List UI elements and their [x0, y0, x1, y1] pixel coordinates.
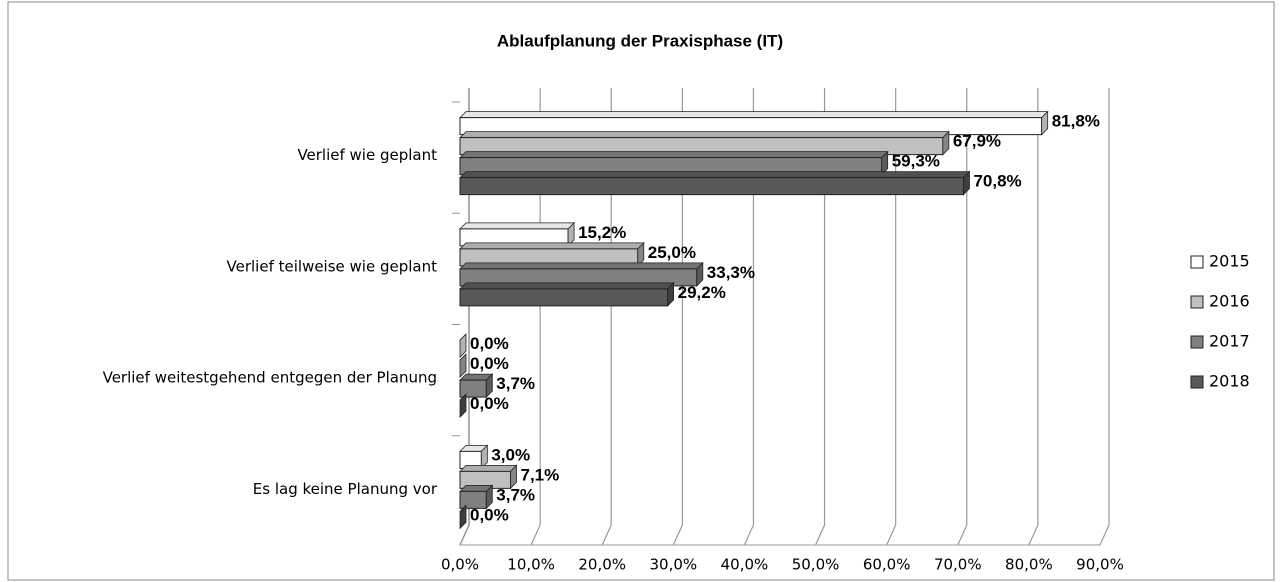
data-label: 15,2% — [578, 223, 626, 242]
bar-top — [459, 131, 950, 139]
data-label: 7,1% — [520, 465, 559, 484]
bar-side — [567, 221, 575, 247]
data-label: 81,8% — [1052, 112, 1100, 131]
bar-side — [459, 393, 467, 419]
data-label: 33,3% — [707, 263, 755, 282]
data-label: 0,0% — [470, 505, 509, 524]
bar-top — [459, 242, 645, 250]
grid-line — [672, 88, 683, 546]
bar-side — [881, 150, 889, 176]
x-tick-label: 0,0% — [441, 556, 479, 574]
bar-side — [510, 464, 517, 490]
legend-label: 2018 — [1209, 372, 1250, 391]
bar-side — [963, 170, 970, 196]
x-tick-label: 60,0% — [863, 556, 911, 574]
bar-top — [459, 282, 675, 290]
bar-side — [942, 130, 950, 156]
legend-label: 2017 — [1209, 332, 1250, 351]
grid-line — [957, 88, 968, 546]
x-tick-label: 30,0% — [650, 556, 698, 574]
bar-top — [459, 151, 889, 159]
bar-side — [1041, 110, 1049, 136]
x-tick-label: 70,0% — [934, 556, 982, 574]
x-tick-label: 40,0% — [721, 556, 769, 574]
data-label: 3,7% — [496, 485, 535, 504]
grid-line — [1099, 88, 1110, 546]
bar-side — [637, 241, 645, 267]
data-label: 3,7% — [496, 374, 535, 393]
data-label: 29,2% — [678, 283, 726, 302]
category-label: Verlief teilweise wie geplant — [227, 257, 438, 275]
x-tick-label: 50,0% — [792, 556, 840, 574]
category-label: Verlief weitestgehend entgegen der Planu… — [103, 369, 437, 387]
data-label: 70,8% — [973, 172, 1021, 191]
bar-top — [459, 222, 576, 230]
x-tick-label: 90,0% — [1076, 556, 1124, 574]
data-label: 0,0% — [470, 394, 509, 413]
bar — [459, 288, 669, 307]
bar-side — [485, 373, 493, 399]
bar-side — [459, 353, 467, 379]
data-label: 59,3% — [892, 152, 940, 171]
legend-swatch — [1190, 375, 1204, 389]
bar-side — [459, 504, 467, 530]
grid-line — [743, 88, 755, 546]
data-label: 67,9% — [953, 132, 1001, 151]
grid-line — [1028, 88, 1039, 546]
bar-side — [696, 261, 704, 287]
bar-side — [480, 444, 488, 470]
bar-side — [459, 333, 467, 359]
bar — [459, 177, 964, 196]
chart-title: Ablaufplanung der Praxisphase (IT) — [497, 31, 783, 50]
grid-line — [815, 88, 826, 546]
legend-label: 2015 — [1209, 252, 1250, 271]
bar-top — [459, 111, 1049, 119]
legend-swatch — [1190, 335, 1204, 349]
bar-top — [459, 262, 704, 270]
data-label: 3,0% — [491, 445, 530, 464]
bar-side — [667, 281, 675, 307]
data-label: 0,0% — [470, 354, 509, 373]
bar-side — [485, 484, 493, 510]
legend-swatch — [1190, 295, 1204, 309]
legend-label: 2016 — [1209, 292, 1250, 311]
grid-line — [601, 88, 612, 546]
x-tick-label: 10,0% — [507, 556, 555, 574]
data-label: 0,0% — [470, 334, 509, 353]
bar-top — [459, 464, 518, 472]
category-label: Es lag keine Planung vor — [253, 480, 438, 498]
grid-line — [886, 88, 897, 546]
legend-swatch — [1190, 255, 1204, 269]
data-label: 25,0% — [648, 243, 696, 262]
x-tick-label: 20,0% — [578, 556, 626, 574]
bar-top — [459, 171, 971, 179]
category-label: Verlief wie geplant — [297, 146, 437, 164]
x-tick-label: 80,0% — [1005, 556, 1053, 574]
